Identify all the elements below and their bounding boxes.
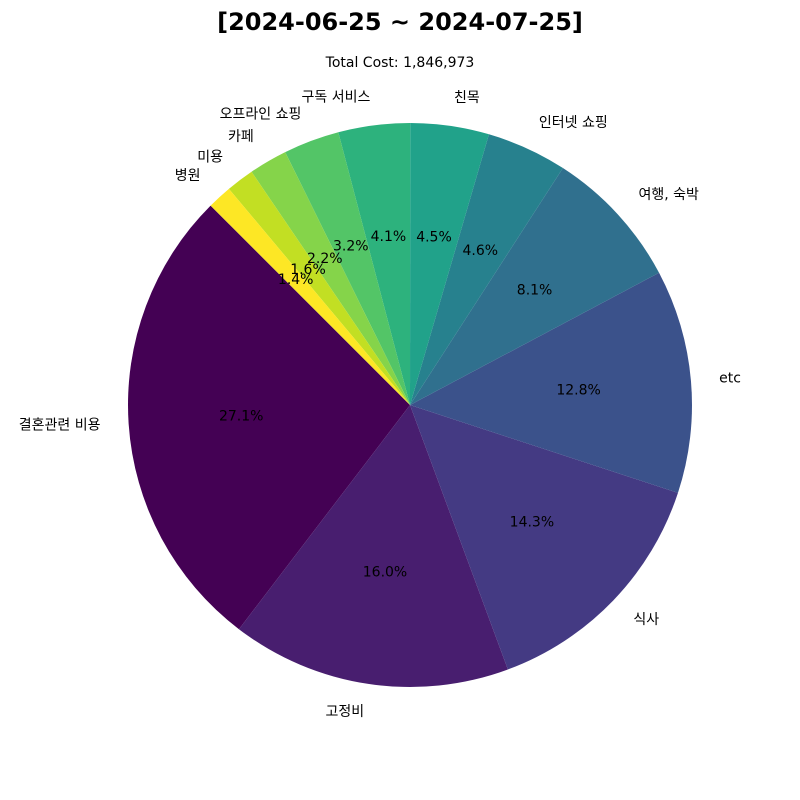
slice-percent-label: 3.2% xyxy=(333,239,369,255)
slice-percent-label: 4.5% xyxy=(416,230,452,246)
chart-subtitle: Total Cost: 1,846,973 xyxy=(325,55,475,71)
pie-slice xyxy=(228,171,410,405)
slice-category-label: 식사 xyxy=(633,612,659,628)
slice-category-label: 고정비 xyxy=(325,704,364,720)
slice-category-label: 친목 xyxy=(454,90,480,106)
slice-category-label: 결혼관련 비용 xyxy=(19,418,101,434)
slice-percent-label: 4.1% xyxy=(371,229,407,245)
slice-percent-label: 8.1% xyxy=(517,283,553,299)
slice-category-label: 인터넷 쇼핑 xyxy=(539,115,608,131)
slice-percent-label: 4.6% xyxy=(463,243,499,259)
slice-category-label: 오프라인 쇼핑 xyxy=(220,106,302,122)
slice-category-label: 카페 xyxy=(228,129,254,145)
slice-percent-label: 12.8% xyxy=(556,383,600,399)
slice-percent-label: 27.1% xyxy=(219,408,263,424)
slice-percent-label: 2.2% xyxy=(307,251,343,267)
pie-slice xyxy=(210,188,410,405)
slice-category-label: 미용 xyxy=(197,150,223,166)
pie-slice xyxy=(410,272,692,493)
pie-slice xyxy=(238,405,508,688)
pie-slice xyxy=(251,152,410,405)
slice-category-label: 구독 서비스 xyxy=(302,89,371,105)
pie-labels: 27.1% 결혼관련 비용 16.0% 고정비 14.3% 식사 12.8% etc 8.1% 여… xyxy=(19,89,741,720)
pie-slice xyxy=(410,123,489,405)
slice-percent-label: 14.3% xyxy=(510,514,554,530)
pie-slice xyxy=(410,405,678,670)
slice-category-label: 병원 xyxy=(175,168,201,184)
pie-slice xyxy=(410,168,660,405)
pie-slices xyxy=(128,122,692,688)
slice-percent-label: 1.4% xyxy=(278,272,314,288)
slice-category-label: etc xyxy=(719,371,741,387)
pie-slice xyxy=(285,132,410,405)
slice-category-label: 여행, 숙박 xyxy=(639,187,700,203)
chart-title: [2024-06-25 ~ 2024-07-25] xyxy=(217,8,583,36)
pie-slice xyxy=(410,134,563,405)
pie-slice xyxy=(128,205,410,630)
slice-percent-label: 1.6% xyxy=(290,262,326,278)
slice-percent-label: 16.0% xyxy=(363,564,407,580)
pie-slice xyxy=(338,122,411,405)
